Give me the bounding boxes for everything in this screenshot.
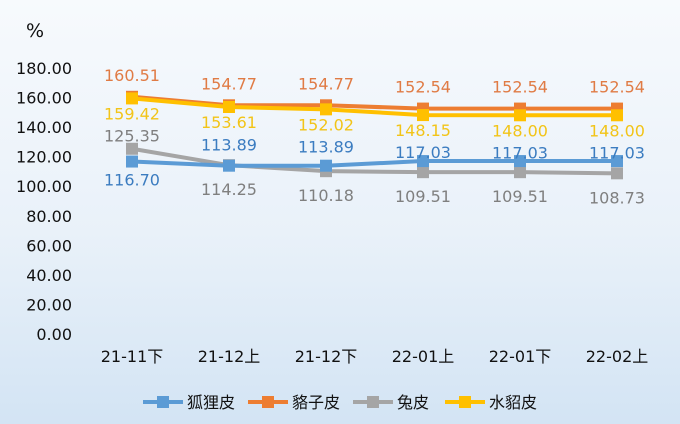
data-label: 109.51 — [492, 187, 548, 206]
x-tick-label: 21-11下 — [101, 347, 164, 366]
legend: 狐狸皮 貉子皮 兔皮 水貂皮 — [143, 393, 537, 412]
x-tick-label: 22-01上 — [392, 347, 455, 366]
data-label: 113.89 — [298, 137, 354, 156]
y-axis: 0.00 20.00 40.00 60.00 80.00 100.00 120.00 140.… — [16, 59, 72, 344]
data-label: 117.03 — [589, 143, 645, 162]
data-point-marker — [320, 103, 332, 116]
data-point-marker — [126, 92, 138, 105]
data-label: 148.00 — [492, 121, 548, 140]
data-label: 152.54 — [589, 78, 645, 97]
data-label: 148.00 — [589, 121, 645, 140]
data-label: 152.54 — [395, 78, 451, 97]
legend-label: 狐狸皮 — [187, 393, 235, 412]
data-label: 153.61 — [201, 113, 257, 132]
data-label: 154.77 — [298, 74, 354, 93]
y-tick-label: 0.00 — [36, 325, 72, 344]
x-tick-label: 21-12下 — [295, 347, 358, 366]
legend-item: 狐狸皮 — [143, 393, 235, 412]
legend-item: 貉子皮 — [248, 393, 340, 412]
legend-item: 兔皮 — [353, 393, 429, 412]
legend-marker-icon — [367, 396, 379, 408]
data-point-marker — [417, 155, 429, 168]
y-tick-label: 60.00 — [26, 236, 72, 255]
legend-marker-icon — [459, 396, 471, 408]
data-label: 117.03 — [395, 143, 451, 162]
x-tick-label: 21-12上 — [198, 347, 261, 366]
data-label: 116.70 — [104, 171, 160, 190]
data-label: 117.03 — [492, 143, 548, 162]
y-tick-label: 40.00 — [26, 266, 72, 285]
legend-label: 貉子皮 — [292, 393, 340, 412]
y-tick-label: 80.00 — [26, 207, 72, 226]
y-tick-label: 100.00 — [16, 177, 72, 196]
data-label: 110.18 — [298, 186, 354, 205]
data-point-marker — [611, 167, 623, 180]
x-tick-label: 22-01下 — [489, 347, 552, 366]
y-tick-label: 180.00 — [16, 59, 72, 78]
data-point-marker — [611, 109, 623, 122]
data-label: 148.15 — [395, 121, 451, 140]
data-label: 113.89 — [201, 136, 257, 155]
data-label: 114.25 — [201, 180, 257, 199]
x-tick-label: 22-02上 — [586, 347, 649, 366]
data-point-marker — [126, 155, 138, 168]
legend-label: 兔皮 — [397, 393, 429, 412]
data-point-marker — [514, 155, 526, 168]
data-label: 152.54 — [492, 78, 548, 97]
legend-label: 水貂皮 — [489, 393, 537, 412]
data-point-marker — [417, 166, 429, 179]
legend-marker-icon — [157, 396, 169, 408]
data-label: 160.51 — [104, 66, 160, 85]
series-line — [131, 146, 618, 176]
data-point-marker — [514, 166, 526, 179]
y-axis-unit: % — [26, 20, 44, 42]
data-point-marker — [126, 142, 138, 155]
legend-marker-icon — [262, 396, 274, 408]
plot-area — [126, 90, 623, 180]
y-tick-label: 160.00 — [16, 89, 72, 108]
y-tick-label: 140.00 — [16, 118, 72, 137]
data-point-marker — [514, 109, 526, 122]
data-label: 108.73 — [589, 188, 645, 207]
x-axis: 21-11下 21-12上 21-12下 22-01上 22-01下 22-02上 — [101, 347, 649, 366]
series-line — [131, 96, 617, 118]
data-point-marker — [223, 100, 235, 113]
data-labels: 160.51 159.42 125.35 116.70 154.77 153.61 113.… — [104, 66, 645, 208]
y-tick-label: 120.00 — [16, 148, 72, 167]
data-label: 125.35 — [104, 126, 160, 145]
legend-item: 水貂皮 — [445, 393, 537, 412]
data-point-marker — [611, 155, 623, 168]
data-label: 159.42 — [104, 104, 160, 123]
data-label: 152.02 — [298, 115, 354, 134]
y-tick-label: 20.00 — [26, 295, 72, 314]
data-label: 109.51 — [395, 187, 451, 206]
data-point-marker — [417, 109, 429, 122]
data-point-marker — [223, 159, 235, 172]
series-line — [131, 159, 617, 168]
data-point-marker — [320, 159, 332, 172]
data-label: 154.77 — [201, 74, 257, 93]
